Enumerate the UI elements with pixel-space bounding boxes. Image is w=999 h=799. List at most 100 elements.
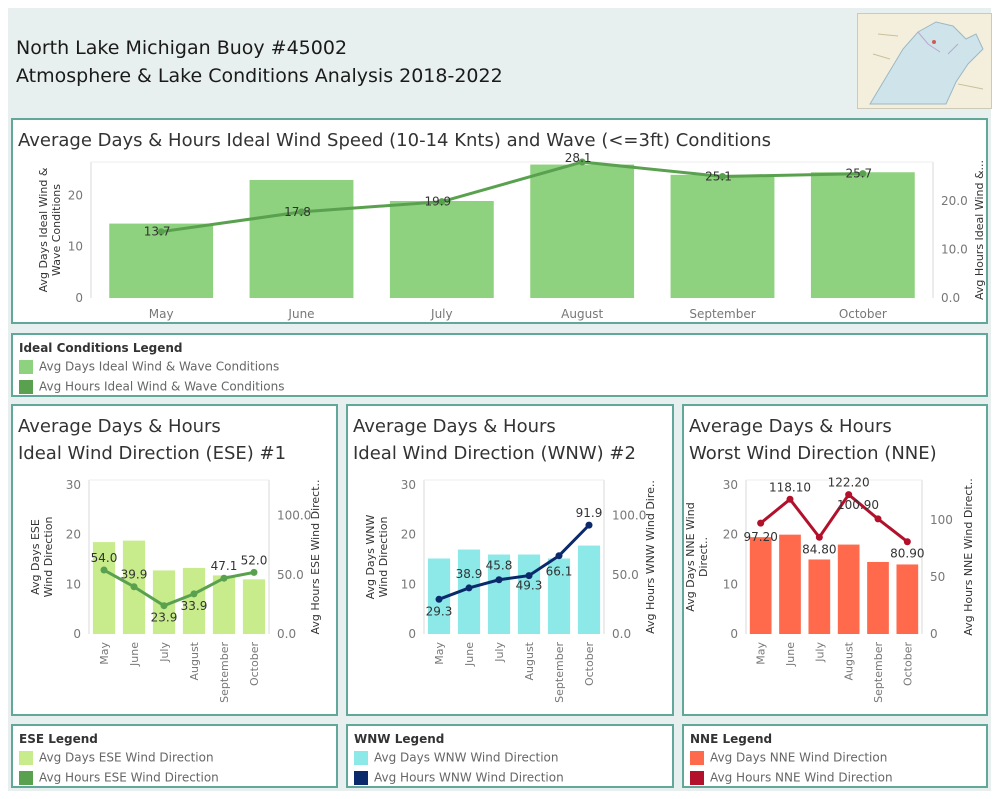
ese-y-axis-title: Avg Days ESEWind Direction bbox=[29, 517, 55, 598]
wnw-legend-title: WNW Legend bbox=[354, 732, 445, 746]
ese-x-tick-label: June bbox=[128, 642, 141, 667]
wnw-legend-hours-label: Avg Hours WNW Wind Direction bbox=[374, 770, 564, 785]
wnw-hours-point bbox=[435, 595, 443, 603]
nne-title-line2: Worst Wind Direction (NNE) bbox=[689, 443, 937, 464]
ideal-hours-swatch bbox=[19, 379, 33, 394]
ese-title-line1: Average Days & Hours bbox=[18, 416, 221, 437]
wnw-hours-data-label: 49.3 bbox=[516, 579, 543, 593]
ideal-wind-wave-panel: Average Days & Hours Ideal Wind Speed (1… bbox=[11, 118, 988, 324]
ideal-y-tick-label: 0 bbox=[75, 291, 83, 305]
ese-y-tick-label: 10 bbox=[66, 577, 81, 591]
ideal-hours-point bbox=[157, 228, 165, 236]
ideal-x-tick-label: July bbox=[430, 307, 453, 321]
wnw-bar bbox=[517, 554, 541, 634]
ese-bar bbox=[242, 579, 266, 634]
wnw-y-right-tick-label: 100.0 bbox=[612, 509, 646, 523]
wnw-legend-item-hours[interactable]: Avg Hours WNW Wind Direction bbox=[354, 770, 564, 786]
ideal-days-swatch bbox=[19, 359, 33, 374]
ideal-x-tick-label: June bbox=[287, 307, 314, 321]
nne-hours-point bbox=[757, 519, 765, 527]
ese-y-right-tick-label: 0.0 bbox=[277, 627, 296, 641]
ese-hours-point bbox=[160, 602, 168, 610]
wnw-x-tick-label: July bbox=[493, 642, 506, 663]
nne-x-tick-label: October bbox=[901, 642, 914, 686]
ideal-y-right-tick-label: 20.0 bbox=[941, 194, 968, 208]
ideal-legend-days-label: Avg Days Ideal Wind & Wave Conditions bbox=[39, 359, 280, 374]
ese-bar bbox=[182, 567, 206, 634]
ideal-hours-point bbox=[438, 198, 446, 206]
nne-y-axis-title-line: Direct.. bbox=[697, 537, 710, 577]
nne-hours-data-label: 100.90 bbox=[837, 498, 879, 512]
nne-y-tick-label: 20 bbox=[723, 528, 738, 542]
dashboard-title-line1: North Lake Michigan Buoy #45002 bbox=[16, 37, 348, 59]
wnw-x-tick-label: October bbox=[583, 642, 596, 686]
nne-y-tick-label: 10 bbox=[723, 577, 738, 591]
nne-days-swatch bbox=[690, 750, 704, 765]
ideal-hours-data-label: 25.1 bbox=[705, 170, 732, 184]
ese-x-tick-label: October bbox=[248, 642, 261, 686]
ese-y-right-tick-label: 50.0 bbox=[277, 568, 304, 582]
ideal-hours-data-label: 17.8 bbox=[284, 205, 311, 219]
nne-legend-item-days[interactable]: Avg Days NNE Wind Direction bbox=[690, 750, 887, 766]
ese-hours-data-label: 39.9 bbox=[121, 568, 148, 582]
ese-bar bbox=[212, 575, 236, 634]
nne-legend-days-label: Avg Days NNE Wind Direction bbox=[710, 750, 888, 765]
wnw-title-line2: Ideal Wind Direction (WNW) #2 bbox=[353, 443, 636, 464]
ideal-y-tick-label: 20 bbox=[68, 188, 83, 202]
wnw-chart-svg: 0 10 20 30 0.0 50.0 100.0 Avg Days WNWWind Dire… bbox=[364, 478, 657, 703]
ese-legend-hours-label: Avg Hours ESE Wind Direction bbox=[39, 770, 219, 785]
nne-y-right-tick-label: 50 bbox=[930, 570, 945, 584]
nautical-chart-thumbnail[interactable] bbox=[857, 13, 992, 109]
ideal-hours-point bbox=[298, 208, 305, 216]
ese-hours-data-label: 54.0 bbox=[91, 551, 118, 565]
map-icon bbox=[858, 14, 991, 108]
nne-hours-point bbox=[874, 515, 882, 523]
ideal-x-tick-label: September bbox=[689, 307, 755, 321]
wnw-y-right-tick-label: 50.0 bbox=[612, 568, 639, 582]
ideal-hours-data-label: 25.7 bbox=[845, 167, 872, 181]
ese-hours-point bbox=[130, 583, 138, 591]
wnw-legend-item-days[interactable]: Avg Days WNW Wind Direction bbox=[354, 750, 559, 766]
ideal-y-right-tick-label: 0.0 bbox=[941, 291, 960, 305]
ideal-y-axis-title-line: Wave Conditions bbox=[50, 184, 63, 276]
ese-y-right-axis-title: Avg Hours ESE Wind Direct.. bbox=[309, 479, 322, 634]
nne-hours-swatch bbox=[690, 770, 704, 785]
ideal-legend-item-days[interactable]: Avg Days Ideal Wind & Wave Conditions bbox=[19, 359, 279, 375]
ese-days-swatch bbox=[19, 750, 33, 765]
wnw-y-tick-label: 30 bbox=[401, 478, 416, 492]
nne-hours-point bbox=[786, 495, 794, 503]
nne-title-line1: Average Days & Hours bbox=[689, 416, 892, 437]
ese-legend-item-days[interactable]: Avg Days ESE Wind Direction bbox=[19, 750, 214, 766]
wnw-hours-point bbox=[465, 584, 473, 592]
ideal-legend-item-hours[interactable]: Avg Hours Ideal Wind & Wave Conditions bbox=[19, 379, 284, 395]
ideal-hours-data-label: 28.1 bbox=[565, 151, 592, 165]
ideal-bar bbox=[670, 174, 775, 298]
nne-bar bbox=[896, 564, 919, 634]
nne-y-right-tick-label: 0 bbox=[930, 627, 938, 641]
nne-x-tick-label: August bbox=[843, 641, 856, 680]
nne-legend-item-hours[interactable]: Avg Hours NNE Wind Direction bbox=[690, 770, 893, 786]
nne-hours-line bbox=[759, 492, 909, 543]
wnw-bar bbox=[547, 558, 571, 634]
ideal-x-tick-label: August bbox=[561, 307, 603, 321]
ese-legend-item-hours[interactable]: Avg Hours ESE Wind Direction bbox=[19, 770, 219, 786]
ideal-y-tick-label: 10 bbox=[68, 240, 83, 254]
ese-x-tick-label: September bbox=[218, 642, 231, 703]
nne-legend-title: NNE Legend bbox=[690, 732, 773, 746]
ideal-chart-title: Average Days & Hours Ideal Wind Speed (1… bbox=[18, 130, 772, 151]
wnw-y-axis-title-line: Avg Days WNW bbox=[364, 514, 377, 599]
nne-y-tick-label: 30 bbox=[723, 478, 738, 492]
ese-y-right-tick-label: 100.0 bbox=[277, 509, 311, 523]
nne-hours-point bbox=[903, 538, 911, 546]
ideal-bar bbox=[810, 172, 915, 298]
wnw-hours-data-label: 91.9 bbox=[576, 506, 603, 520]
ideal-legend: Ideal Conditions Legend Avg Days Ideal W… bbox=[11, 333, 988, 397]
ese-bar bbox=[92, 542, 116, 634]
ese-hours-line bbox=[103, 568, 255, 608]
wnw-bar bbox=[487, 554, 511, 634]
nne-y-axis-title-line: Avg Days NNE Wind bbox=[684, 502, 697, 611]
ese-hours-data-label: 23.9 bbox=[151, 611, 178, 625]
wnw-y-right-axis-title: Avg Hours WNW Wind Dire.. bbox=[644, 480, 657, 634]
ese-hours-point bbox=[220, 574, 228, 582]
ese-y-axis-title-line: Wind Direction bbox=[42, 517, 55, 598]
